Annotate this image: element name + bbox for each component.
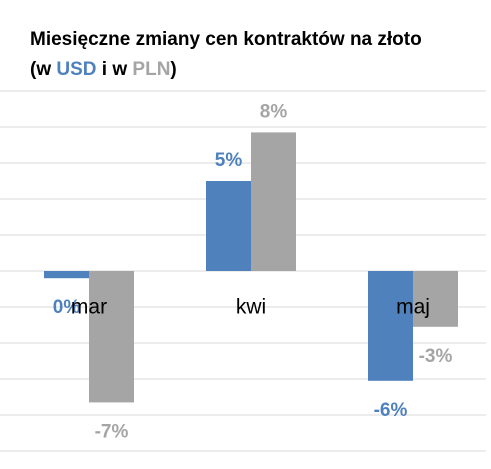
legend-text: i w (97, 59, 133, 80)
data-label: -7% (95, 421, 129, 442)
x-tick-label: kwi (236, 296, 266, 319)
data-label: 5% (215, 150, 243, 171)
bar (251, 132, 296, 271)
bar (206, 181, 251, 271)
legend: (w USD i w PLN) (30, 59, 177, 80)
bar (44, 271, 89, 279)
data-label: 0% (53, 297, 81, 318)
data-label: -3% (419, 346, 453, 367)
legend-text: (w (30, 59, 56, 80)
bar (413, 271, 458, 327)
chart-title: Miesięczne zmiany cen kontraktów na złot… (30, 29, 422, 50)
legend-text: ) (170, 59, 176, 80)
bar (89, 271, 134, 403)
data-label: 8% (260, 101, 288, 122)
x-tick-label: maj (396, 296, 430, 319)
legend-entry: PLN (132, 59, 170, 80)
data-label: -6% (374, 400, 408, 421)
bar (368, 271, 413, 381)
x-tick-label: mar (71, 296, 107, 319)
legend-entry: USD (56, 59, 96, 80)
